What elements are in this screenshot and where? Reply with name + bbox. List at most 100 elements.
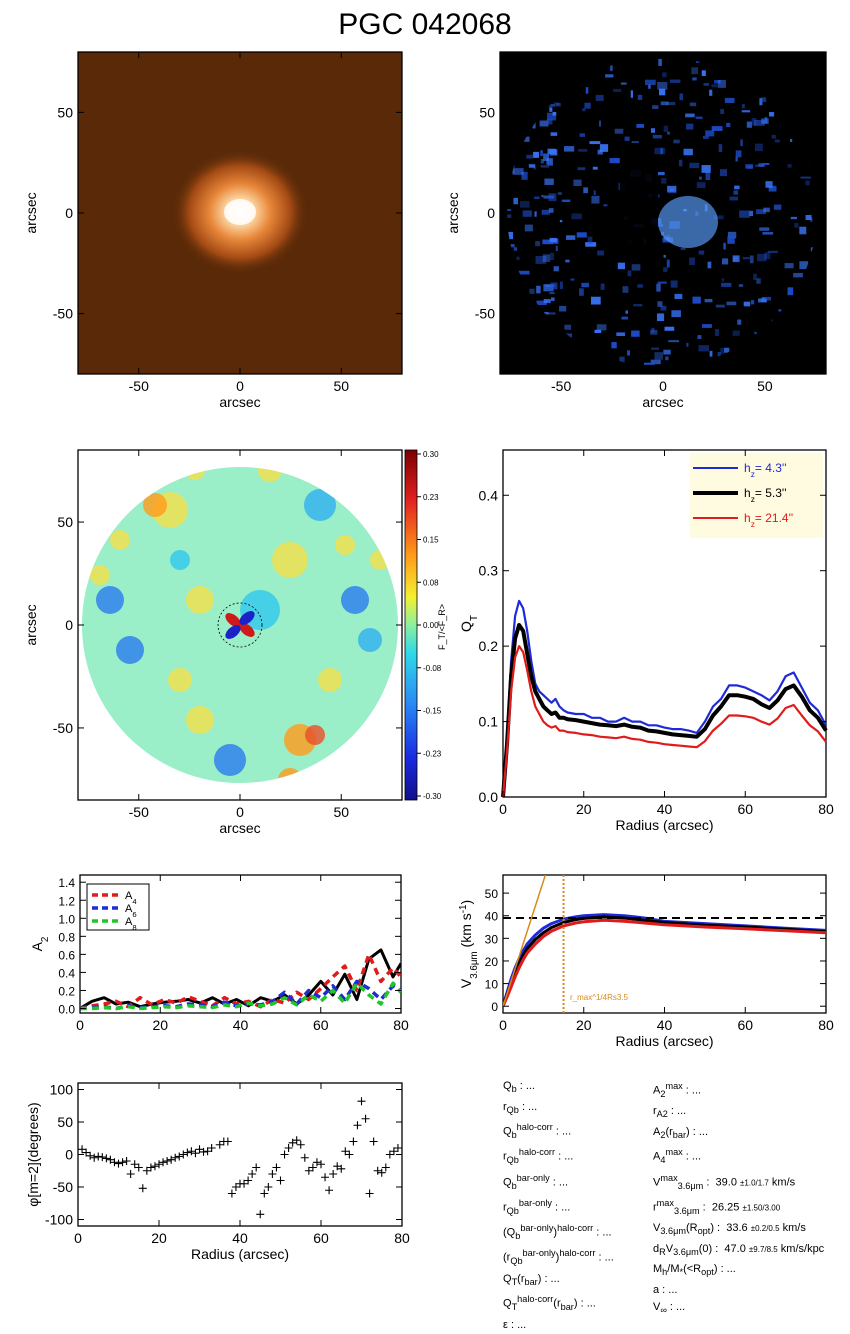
phase-point	[90, 1153, 99, 1162]
residual-speck	[729, 196, 739, 201]
ratio-blob	[335, 535, 355, 555]
residual-speck	[771, 134, 776, 139]
vc-series	[503, 875, 826, 1013]
residual-speck	[754, 119, 765, 126]
residual-speck	[668, 340, 679, 343]
x-tick-label: 60	[313, 1017, 329, 1033]
residual-speck	[648, 84, 651, 89]
residual-speck	[719, 169, 728, 177]
ratio-blob	[370, 550, 390, 570]
qt-panel: hz= 4.3'' hz= 5.3'' hz= 21.4'' 0 20 40 60 80 0.…	[458, 449, 834, 833]
residual-speck	[652, 134, 662, 139]
residual-speck	[549, 107, 553, 112]
param-q0-bar-halo: (Qbbar-only)halo-corr : ...	[503, 1223, 612, 1242]
ratio-blob	[278, 768, 302, 783]
phase-point	[195, 1145, 204, 1154]
x-tick-label: 80	[818, 801, 834, 817]
residual-speck	[686, 342, 689, 347]
residual-speck	[589, 141, 601, 145]
residual-speck	[656, 283, 661, 292]
y-axis-label: arcsec	[445, 192, 461, 233]
residual-speck	[534, 211, 537, 217]
residual-speck	[540, 159, 544, 164]
phase-panel: 0 20 40 60 80 100 50 0 -50 -100 Radius (arcsec) φ[m…	[25, 1082, 410, 1263]
figure-canvas: -50 0 50 50 0 -50 arcsec arcsec -50 0 50 50 0 -50 arc…	[23, 51, 834, 1263]
colorbar-tick-label: 0.00	[423, 621, 439, 630]
a2-legend-label: A8	[125, 916, 137, 932]
phase-point	[118, 1158, 127, 1167]
residual-speck	[532, 122, 536, 129]
x-tick-label: 40	[233, 1017, 249, 1033]
x-tick-label: 40	[232, 1230, 248, 1246]
residual-speck	[726, 122, 731, 128]
ratio-core-red	[225, 613, 241, 627]
ratio-map-inner-circle	[217, 602, 263, 648]
residual-speck	[636, 123, 645, 128]
residual-speck	[799, 226, 807, 235]
y-tick-label: 50	[485, 887, 499, 901]
residual-speck	[597, 149, 603, 155]
residual-speck	[654, 352, 664, 360]
phase-frame	[77, 1082, 403, 1227]
phase-point	[288, 1138, 297, 1147]
phase-point	[215, 1140, 224, 1149]
residual-speck	[650, 128, 655, 133]
residual-speck	[603, 204, 608, 207]
residual-speck	[741, 110, 751, 113]
ratio-blob	[214, 744, 246, 776]
residual-speck	[573, 179, 582, 187]
residual-speck	[645, 79, 656, 86]
residual-speck	[528, 164, 536, 168]
y-tick-label: 40	[485, 910, 499, 924]
vc-frame	[502, 874, 827, 1014]
phase-point	[163, 1157, 172, 1165]
residual-speck	[550, 282, 558, 290]
y-tick-label: 0.8	[58, 930, 75, 944]
residual-speck	[701, 165, 711, 173]
y-tick-label: 0	[491, 1000, 498, 1014]
residual-speck	[790, 139, 793, 142]
residual-speck	[695, 116, 703, 120]
phase-point	[369, 1137, 378, 1146]
param-q0-halo: Qbhalo-corr : ...	[503, 1122, 572, 1141]
param-rq0-bar: rQbbar-only : ...	[503, 1197, 571, 1216]
residual-speck	[733, 190, 739, 195]
residual-speck	[702, 135, 709, 139]
residual-speck	[754, 331, 757, 335]
residual-image-axes: -50 0 50 50 0 -50 arcsec arcsec	[445, 52, 826, 410]
residual-speck	[541, 209, 550, 215]
param-rmax: rmax3.6μm : 26.25 ±1.50/3.00	[653, 1197, 781, 1216]
residual-speck	[553, 102, 560, 105]
residual-speck	[711, 126, 723, 131]
phase-point	[296, 1140, 305, 1149]
residual-speck	[547, 112, 557, 121]
y-tick-label: 0.2	[479, 638, 499, 654]
x-tick-label: -50	[129, 378, 149, 394]
residual-speck	[724, 97, 735, 103]
residual-speck	[564, 333, 572, 338]
phase-point	[337, 1164, 346, 1173]
residual-speck	[540, 165, 550, 168]
residual-speck	[720, 108, 725, 115]
qt-legend-label: hz= 21.4''	[744, 511, 793, 529]
residual-speck	[773, 204, 782, 210]
residual-speck	[718, 144, 723, 153]
y-tick-label: -50	[53, 1179, 73, 1195]
residual-speck	[734, 185, 740, 190]
residual-speck	[599, 144, 609, 152]
phase-point	[199, 1147, 208, 1156]
colorbar-tick-label: -0.23	[423, 749, 442, 758]
residual-speck	[507, 231, 514, 240]
y-tick-label: -50	[475, 306, 495, 322]
x-tick-label: 0	[74, 1230, 82, 1246]
ratio-blob	[186, 586, 214, 614]
phase-point	[252, 1163, 261, 1172]
residual-speck	[698, 250, 705, 255]
x-tick-label: -50	[129, 804, 149, 820]
residual-speck	[790, 216, 797, 220]
x-tick-label: 80	[394, 1230, 410, 1246]
x-tick-label: 60	[737, 801, 753, 817]
residual-speck	[759, 98, 763, 106]
residual-speck	[543, 299, 551, 304]
residual-speck	[656, 313, 665, 322]
